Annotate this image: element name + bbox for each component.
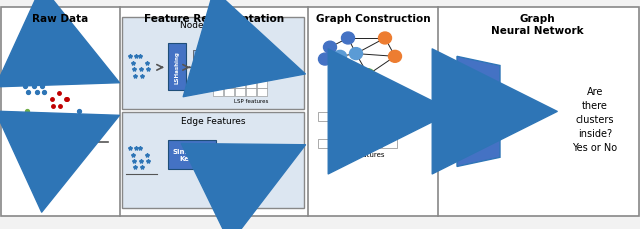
Bar bbox=[350, 139, 365, 148]
Bar bbox=[230, 155, 239, 161]
Bar bbox=[246, 81, 256, 88]
Circle shape bbox=[342, 33, 355, 45]
Circle shape bbox=[349, 48, 362, 60]
Bar bbox=[334, 139, 349, 148]
Bar bbox=[318, 139, 333, 148]
Circle shape bbox=[333, 51, 346, 63]
Bar bbox=[224, 81, 234, 88]
Bar bbox=[224, 56, 234, 63]
Bar bbox=[220, 177, 229, 183]
Bar bbox=[382, 139, 397, 148]
Bar bbox=[235, 64, 245, 72]
Text: Similarity
Kernel: Similarity Kernel bbox=[173, 148, 211, 161]
Bar bbox=[240, 162, 249, 169]
Text: Node Features: Node Features bbox=[180, 21, 246, 30]
Text: Are
there
clusters
inside?
Yes or No: Are there clusters inside? Yes or No bbox=[572, 86, 618, 152]
Text: GNN
Binary
Classifier: GNN Binary Classifier bbox=[463, 92, 493, 132]
Bar bbox=[257, 64, 267, 72]
Bar bbox=[220, 147, 229, 154]
Bar bbox=[257, 56, 267, 63]
Bar bbox=[240, 155, 249, 161]
Bar bbox=[224, 73, 234, 80]
Bar bbox=[213, 81, 223, 88]
Text: Node features: Node features bbox=[335, 125, 385, 131]
Bar bbox=[235, 73, 245, 80]
Bar bbox=[235, 56, 245, 63]
Bar bbox=[318, 113, 333, 122]
Text: Node Similarity Data: Node Similarity Data bbox=[215, 185, 270, 190]
Bar bbox=[122, 113, 304, 208]
Circle shape bbox=[374, 83, 387, 95]
Circle shape bbox=[388, 51, 401, 63]
Bar bbox=[260, 177, 269, 183]
Bar bbox=[240, 177, 249, 183]
Bar bbox=[334, 113, 349, 122]
Bar bbox=[382, 113, 397, 122]
Bar bbox=[220, 155, 229, 161]
Bar bbox=[260, 147, 269, 154]
Text: Graph
Neural Network: Graph Neural Network bbox=[491, 14, 583, 36]
Text: Graph Construction: Graph Construction bbox=[316, 14, 430, 24]
Bar bbox=[260, 169, 269, 176]
Polygon shape bbox=[457, 57, 500, 167]
Bar bbox=[122, 18, 304, 109]
Circle shape bbox=[323, 42, 337, 54]
Bar bbox=[250, 177, 259, 183]
Bar bbox=[260, 162, 269, 169]
Bar bbox=[220, 162, 229, 169]
Text: LSP features: LSP features bbox=[234, 98, 268, 103]
Bar bbox=[193, 62, 207, 71]
Bar bbox=[260, 155, 269, 161]
Bar bbox=[250, 162, 259, 169]
Text: Edge Features: Edge Features bbox=[180, 117, 245, 125]
Bar bbox=[193, 51, 207, 60]
Bar bbox=[235, 89, 245, 96]
Text: LSHashing: LSHashing bbox=[175, 51, 179, 84]
Bar bbox=[240, 169, 249, 176]
Bar bbox=[257, 89, 267, 96]
Bar bbox=[250, 169, 259, 176]
Bar bbox=[230, 147, 239, 154]
Circle shape bbox=[319, 54, 332, 66]
Bar bbox=[193, 73, 207, 82]
Bar bbox=[230, 169, 239, 176]
Bar bbox=[235, 81, 245, 88]
Text: Edge features: Edge features bbox=[336, 151, 384, 157]
Bar bbox=[213, 89, 223, 96]
Bar bbox=[213, 64, 223, 72]
Bar bbox=[213, 73, 223, 80]
Bar bbox=[230, 162, 239, 169]
Bar bbox=[224, 64, 234, 72]
Bar bbox=[240, 147, 249, 154]
Bar bbox=[220, 169, 229, 176]
Bar bbox=[230, 177, 239, 183]
Bar bbox=[350, 113, 365, 122]
Bar bbox=[213, 56, 223, 63]
Bar bbox=[257, 73, 267, 80]
Bar bbox=[246, 56, 256, 63]
Bar bbox=[257, 81, 267, 88]
Bar bbox=[246, 89, 256, 96]
Bar bbox=[246, 73, 256, 80]
Circle shape bbox=[378, 33, 392, 45]
Bar bbox=[250, 155, 259, 161]
Text: Raw Data: Raw Data bbox=[32, 14, 88, 24]
Bar bbox=[168, 140, 216, 169]
Bar bbox=[168, 43, 186, 91]
Text: Feature Representation: Feature Representation bbox=[144, 14, 284, 24]
Bar bbox=[366, 139, 381, 148]
Circle shape bbox=[346, 81, 358, 93]
Bar bbox=[366, 113, 381, 122]
Circle shape bbox=[362, 69, 374, 81]
Bar bbox=[246, 64, 256, 72]
Bar bbox=[250, 147, 259, 154]
Bar bbox=[224, 89, 234, 96]
